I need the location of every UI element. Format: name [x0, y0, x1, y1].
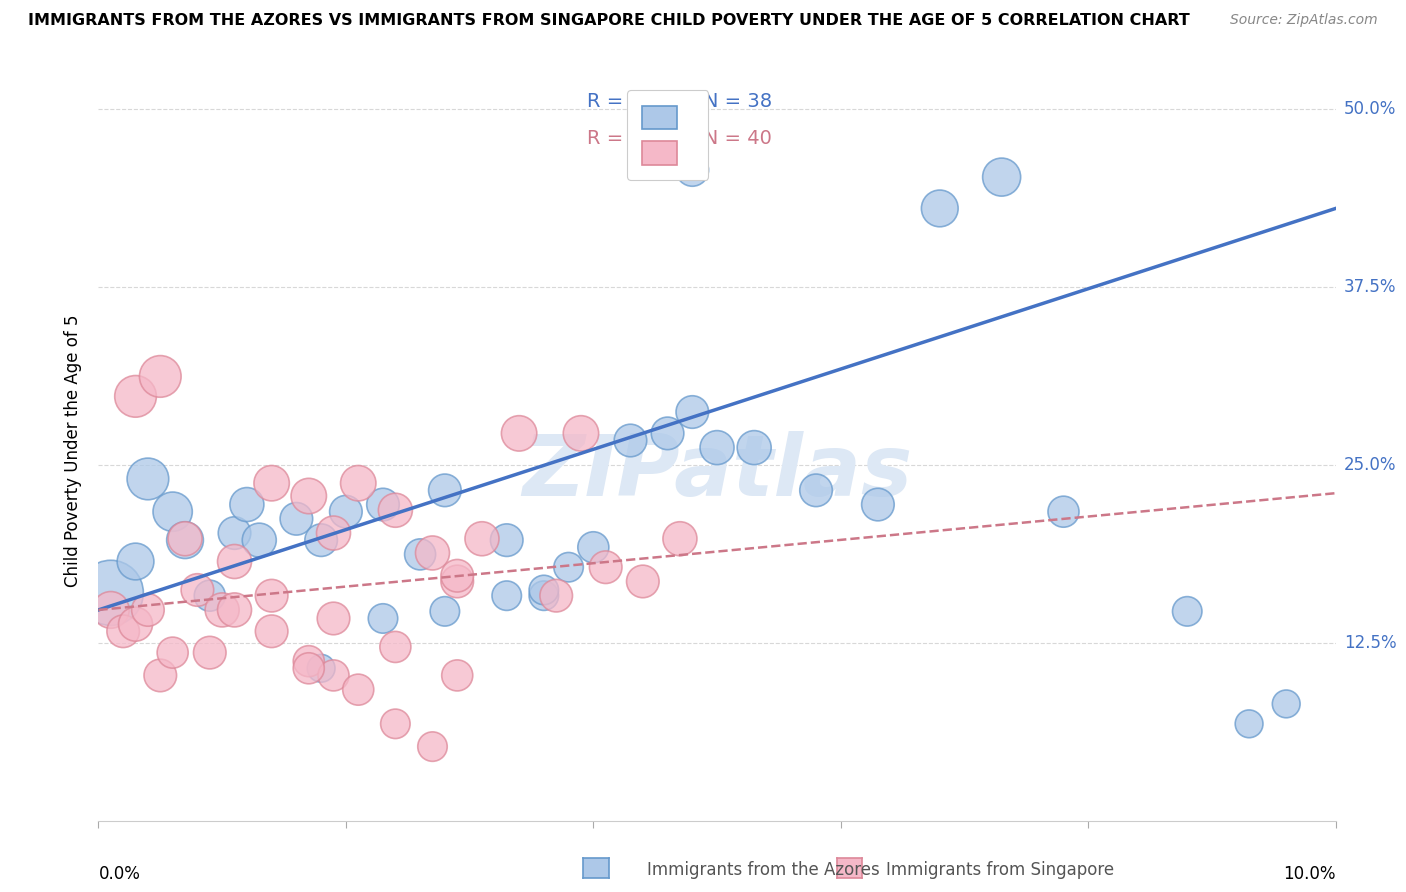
Point — [149, 369, 172, 384]
Point — [100, 603, 122, 617]
Point — [149, 668, 172, 682]
Point — [100, 586, 122, 600]
Point — [471, 532, 494, 546]
Point — [371, 498, 394, 512]
Text: Immigrants from Singapore: Immigrants from Singapore — [886, 861, 1114, 879]
Point — [322, 526, 344, 541]
Point — [174, 533, 197, 548]
Point — [495, 533, 517, 548]
Point — [433, 604, 456, 618]
Point — [285, 512, 308, 526]
Point — [706, 441, 728, 455]
Text: 12.5%: 12.5% — [1344, 633, 1396, 652]
Text: Immigrants from the Azores: Immigrants from the Azores — [647, 861, 880, 879]
Point — [298, 654, 321, 668]
Point — [546, 589, 568, 603]
Point — [384, 503, 406, 517]
Point — [136, 603, 159, 617]
Point — [384, 640, 406, 654]
Text: 50.0%: 50.0% — [1344, 100, 1396, 118]
Point — [1275, 697, 1298, 711]
Point — [619, 434, 641, 448]
Point — [260, 589, 283, 603]
Point — [582, 541, 605, 555]
Point — [236, 498, 259, 512]
Point — [124, 555, 146, 569]
Text: R = 0.208   N = 40: R = 0.208 N = 40 — [588, 128, 772, 147]
Point — [309, 533, 332, 548]
Point — [446, 668, 468, 682]
Point — [433, 483, 456, 498]
Point — [384, 716, 406, 731]
Point — [681, 163, 703, 178]
Point — [533, 589, 555, 603]
Point — [866, 498, 889, 512]
Point — [198, 589, 221, 603]
Point — [260, 476, 283, 491]
Point — [495, 589, 517, 603]
Point — [657, 426, 679, 441]
Point — [533, 582, 555, 597]
Y-axis label: Child Poverty Under the Age of 5: Child Poverty Under the Age of 5 — [65, 314, 83, 587]
Point — [595, 560, 617, 574]
Point — [124, 389, 146, 403]
Point — [174, 532, 197, 546]
Point — [162, 505, 184, 519]
Point — [1175, 604, 1198, 618]
Point — [1237, 716, 1260, 731]
Point — [347, 682, 370, 697]
Point — [162, 646, 184, 660]
Point — [322, 668, 344, 682]
Point — [298, 661, 321, 675]
Point — [446, 574, 468, 589]
Point — [422, 739, 444, 754]
Point — [247, 533, 270, 548]
Point — [224, 555, 246, 569]
Point — [211, 603, 233, 617]
Legend: , : , — [627, 90, 709, 180]
Text: 25.0%: 25.0% — [1344, 456, 1396, 474]
Text: 37.5%: 37.5% — [1344, 277, 1396, 296]
Point — [136, 472, 159, 486]
Point — [409, 548, 432, 562]
Point — [990, 170, 1012, 185]
Point — [569, 426, 592, 441]
Point — [371, 611, 394, 625]
Point — [124, 617, 146, 632]
Point — [446, 568, 468, 582]
Point — [298, 489, 321, 503]
Point — [309, 661, 332, 675]
Point — [1052, 505, 1074, 519]
Point — [742, 441, 765, 455]
Text: 0.0%: 0.0% — [98, 865, 141, 883]
Point — [260, 624, 283, 639]
Point — [422, 546, 444, 560]
Point — [186, 582, 208, 597]
Point — [224, 603, 246, 617]
Text: IMMIGRANTS FROM THE AZORES VS IMMIGRANTS FROM SINGAPORE CHILD POVERTY UNDER THE : IMMIGRANTS FROM THE AZORES VS IMMIGRANTS… — [28, 13, 1189, 29]
Point — [928, 202, 950, 216]
Point — [804, 483, 827, 498]
Text: R = 0.650   N = 38: R = 0.650 N = 38 — [588, 92, 772, 111]
Point — [335, 505, 357, 519]
Point — [631, 574, 654, 589]
Point — [224, 526, 246, 541]
Point — [347, 476, 370, 491]
Point — [112, 624, 135, 639]
Text: 10.0%: 10.0% — [1284, 865, 1336, 883]
Text: ZIPatlas: ZIPatlas — [522, 431, 912, 514]
Point — [508, 426, 530, 441]
Point — [669, 532, 692, 546]
Point — [322, 611, 344, 625]
Point — [681, 405, 703, 419]
Point — [198, 646, 221, 660]
Text: Source: ZipAtlas.com: Source: ZipAtlas.com — [1230, 13, 1378, 28]
Point — [557, 560, 579, 574]
